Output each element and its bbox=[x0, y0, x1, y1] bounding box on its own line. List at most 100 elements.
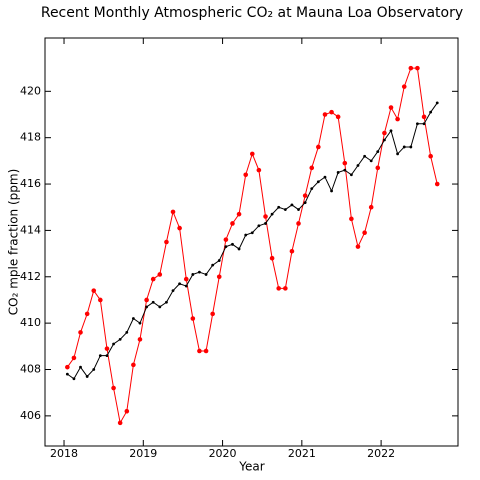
point bbox=[369, 159, 373, 163]
point bbox=[290, 203, 294, 207]
point bbox=[197, 348, 202, 354]
point bbox=[383, 138, 386, 142]
point bbox=[362, 230, 367, 236]
point bbox=[263, 214, 268, 219]
point bbox=[98, 297, 103, 303]
point bbox=[388, 105, 394, 110]
point bbox=[190, 316, 196, 321]
point bbox=[71, 355, 77, 361]
series-line bbox=[67, 102, 438, 380]
point bbox=[376, 150, 380, 153]
point bbox=[243, 172, 249, 178]
point bbox=[151, 300, 155, 304]
point bbox=[316, 144, 321, 150]
point bbox=[131, 362, 136, 368]
point bbox=[335, 114, 341, 120]
x-axis-label: Year bbox=[238, 460, 264, 474]
point bbox=[157, 272, 163, 277]
point bbox=[178, 282, 182, 286]
point bbox=[389, 129, 393, 133]
point bbox=[118, 337, 122, 341]
point bbox=[112, 342, 115, 346]
point bbox=[396, 152, 399, 156]
point bbox=[363, 154, 367, 158]
point bbox=[137, 337, 143, 342]
point bbox=[395, 116, 400, 122]
y-tick-label: 410 bbox=[20, 316, 41, 329]
point bbox=[429, 110, 433, 114]
point bbox=[310, 187, 314, 191]
y-tick-label: 406 bbox=[20, 409, 41, 422]
point bbox=[164, 239, 169, 245]
y-tick-label: 412 bbox=[20, 270, 41, 283]
point bbox=[276, 286, 281, 291]
point bbox=[138, 321, 142, 325]
point bbox=[78, 330, 83, 335]
point bbox=[401, 84, 407, 89]
point bbox=[277, 205, 281, 209]
point bbox=[183, 276, 189, 282]
point bbox=[249, 151, 255, 157]
point bbox=[231, 242, 234, 246]
point bbox=[382, 130, 387, 136]
point bbox=[323, 175, 327, 179]
point bbox=[171, 289, 175, 293]
point bbox=[191, 273, 195, 276]
point bbox=[98, 354, 102, 357]
point bbox=[264, 222, 267, 225]
point bbox=[356, 164, 360, 167]
point bbox=[349, 173, 353, 177]
y-axis-label: CO₂ mple fraction (ppm) bbox=[7, 169, 21, 315]
point bbox=[237, 247, 241, 251]
point bbox=[85, 375, 89, 378]
y-tick-label: 416 bbox=[20, 177, 41, 190]
point bbox=[111, 385, 116, 391]
point bbox=[224, 245, 228, 249]
point bbox=[349, 216, 354, 222]
point bbox=[316, 180, 320, 184]
point bbox=[283, 286, 288, 291]
point bbox=[177, 225, 182, 231]
x-tick-label: 2020 bbox=[209, 447, 237, 460]
point bbox=[408, 65, 414, 71]
point bbox=[144, 297, 149, 303]
point bbox=[302, 193, 308, 198]
point bbox=[269, 255, 275, 261]
point bbox=[270, 212, 274, 216]
point bbox=[65, 364, 70, 370]
point bbox=[117, 420, 123, 426]
point bbox=[422, 122, 426, 126]
point bbox=[65, 372, 69, 376]
point bbox=[216, 274, 222, 280]
point bbox=[309, 165, 315, 171]
x-tick-label: 2018 bbox=[50, 447, 78, 460]
point bbox=[355, 244, 361, 249]
point bbox=[283, 208, 287, 211]
point bbox=[198, 270, 201, 274]
point bbox=[244, 233, 248, 237]
point bbox=[125, 331, 129, 334]
point bbox=[170, 209, 176, 215]
point bbox=[250, 231, 254, 235]
point bbox=[211, 263, 215, 267]
point bbox=[303, 201, 307, 204]
plot-frame bbox=[44, 37, 459, 447]
point bbox=[184, 284, 188, 288]
point bbox=[428, 153, 433, 159]
point bbox=[416, 122, 419, 126]
point bbox=[217, 259, 221, 262]
point bbox=[421, 114, 427, 120]
point bbox=[230, 221, 235, 226]
y-tick-label: 420 bbox=[20, 84, 41, 97]
point bbox=[104, 346, 110, 351]
point bbox=[72, 377, 76, 381]
point bbox=[150, 276, 156, 282]
point bbox=[336, 171, 340, 174]
point bbox=[368, 204, 374, 210]
point bbox=[330, 189, 333, 193]
point bbox=[210, 311, 215, 317]
point bbox=[435, 101, 439, 105]
point bbox=[256, 167, 262, 173]
point bbox=[165, 300, 168, 304]
point bbox=[79, 365, 82, 369]
